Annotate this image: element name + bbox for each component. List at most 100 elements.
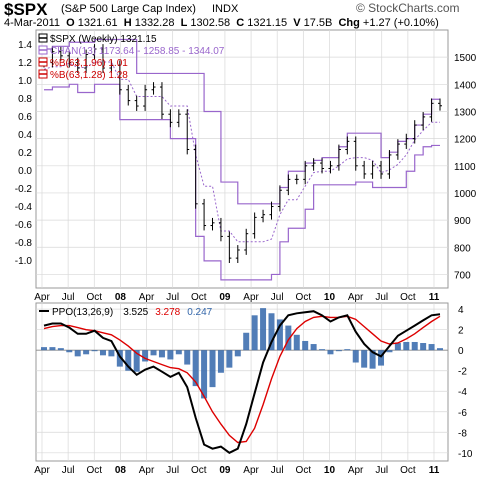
ppo-histogram-bar [394,343,401,351]
ppo-legend-label: 3.278 [155,307,180,318]
ppo-histogram-bar [175,350,182,355]
price-legend-label: $SPX (Weekly) 1321.15 [50,34,157,45]
ppo-right-tick-label: 2 [458,326,464,337]
ppo-legend-label: 0.247 [187,307,212,318]
price-right-tick-label: 1000 [454,189,477,200]
low-value: 1302.58 [190,17,231,29]
ppo-right-tick-label: -10 [458,449,473,460]
exchange-label: INDX [212,3,239,15]
ppo-x-tick-label: 10 [324,465,336,476]
ppo-histogram-bar [243,332,250,351]
price-x-tick-label: Apr [139,292,155,303]
ppo-histogram-bar [201,350,208,399]
price-panel-frame [35,29,449,289]
ppo-histogram-bar [41,347,47,351]
ppo-histogram-bar [192,350,199,387]
price-left-tick-label: 0.0 [18,166,32,177]
ppo-histogram-bar [217,350,224,373]
price-left-tick-label: -0.2 [15,184,33,195]
ppo-x-tick-label: Oct [86,465,102,476]
ppo-x-tick-label: Apr [34,465,50,476]
price-right-tick-label: 700 [454,270,471,281]
price-x-tick-label: Apr [34,292,50,303]
ppo-histogram-bar [302,340,309,351]
price-x-tick-label: Apr [243,292,259,303]
ppo-histogram-bar [91,350,98,352]
price-left-tick-label: -0.6 [15,220,33,231]
price-legend-label: %B(63,1.28) 1.28 [50,70,128,81]
price-left-tick-label: 0.4 [18,130,32,141]
price-left-tick-label: 1.0 [18,76,32,87]
ppo-right-tick-label: -2 [458,367,467,378]
close-label: C [236,17,245,29]
price-x-tick-label: 11 [429,292,440,303]
ppo-x-tick-label: Apr [139,465,155,476]
high-label: H [123,17,132,29]
low-label: L [180,17,188,29]
ppo-signal-line [43,315,441,444]
ppo-histogram-bar [276,319,283,351]
ppo-right-tick-label: 0 [458,346,464,357]
ppo-histogram-bar [150,350,157,356]
ppo-x-tick-label: Jul [271,465,284,476]
ppo-histogram-bar [437,348,443,351]
price-left-tick-label: 0.6 [18,112,32,123]
ppo-x-tick-label: Jul [375,465,388,476]
open-label: O [66,17,75,29]
price-x-tick-label: Apr [348,292,364,303]
price-left-tick-label: -0.4 [15,202,33,213]
ppo-x-tick-label: Oct [400,465,416,476]
ppo-histogram-bar [319,349,326,351]
ppo-histogram-bar [99,350,106,356]
ppo-histogram-bar [184,350,191,365]
ppo-histogram-bar [344,349,351,351]
ppo-histogram-bar [369,350,376,369]
ohlc-readout: 4-Mar-2011 O 1321.61 H 1332.28 L 1302.58… [4,17,439,29]
ppo-histogram-bar [125,350,132,371]
volume-value: 17.5B [303,17,333,29]
ppo-histogram-bar [310,344,317,351]
price-right-tick-label: 1400 [454,80,477,91]
ppo-right-tick-label: 4 [458,305,464,316]
ppo-histogram-bar [66,350,73,353]
price-legend-label: %B(63,1.96) 1.01 [50,58,128,69]
price-left-tick-label: -1.0 [15,256,33,267]
ppo-histogram-bar [251,315,258,351]
ppo-line [43,310,441,454]
ppo-histogram-bar [335,350,342,352]
ppo-histogram-bar [234,350,241,357]
ppo-histogram-bar [285,325,292,351]
ppo-x-tick-label: Jul [62,465,75,476]
ppo-right-tick-label: -8 [458,428,467,439]
price-x-tick-label: Jul [62,292,75,303]
price-left-tick-label: 1.4 [18,40,32,51]
ppo-x-tick-label: 08 [115,465,127,476]
price-right-tick-label: 1200 [454,135,477,146]
price-x-tick-label: 08 [115,292,127,303]
ppo-histogram-bar [268,313,275,351]
ppo-histogram-bar [49,347,56,351]
ppo-histogram-bar [142,350,149,362]
ppo-histogram-bar [403,341,410,351]
ppo-histogram-bar [327,350,334,355]
change-value: +1.27 (+0.10%) [362,17,439,29]
ppo-x-tick-label: 11 [429,465,440,476]
channel-lower-line [44,83,440,281]
symbol-title: $SPX [4,0,48,19]
ppo-histogram-bar [260,308,267,351]
price-x-tick-label: Jul [166,292,179,303]
ppo-histogram-bar [83,350,90,355]
ppo-x-tick-label: Apr [348,465,364,476]
price-legend-label: CHAN(13) 1173.64 - 1258.85 - 1344.07 [50,46,225,57]
ppo-histogram-bar [57,348,64,351]
price-x-tick-label: Oct [296,292,312,303]
price-x-tick-label: Oct [191,292,207,303]
price-right-tick-label: 900 [454,216,471,227]
ppo-histogram-bar [167,350,174,360]
ppo-histogram-bar [386,350,393,353]
ppo-legend-label: PPO(13,26,9) [52,307,113,318]
ppo-x-tick-label: 09 [219,465,231,476]
ppo-histogram-bar [74,350,81,357]
price-left-tick-label: 0.2 [18,148,32,159]
